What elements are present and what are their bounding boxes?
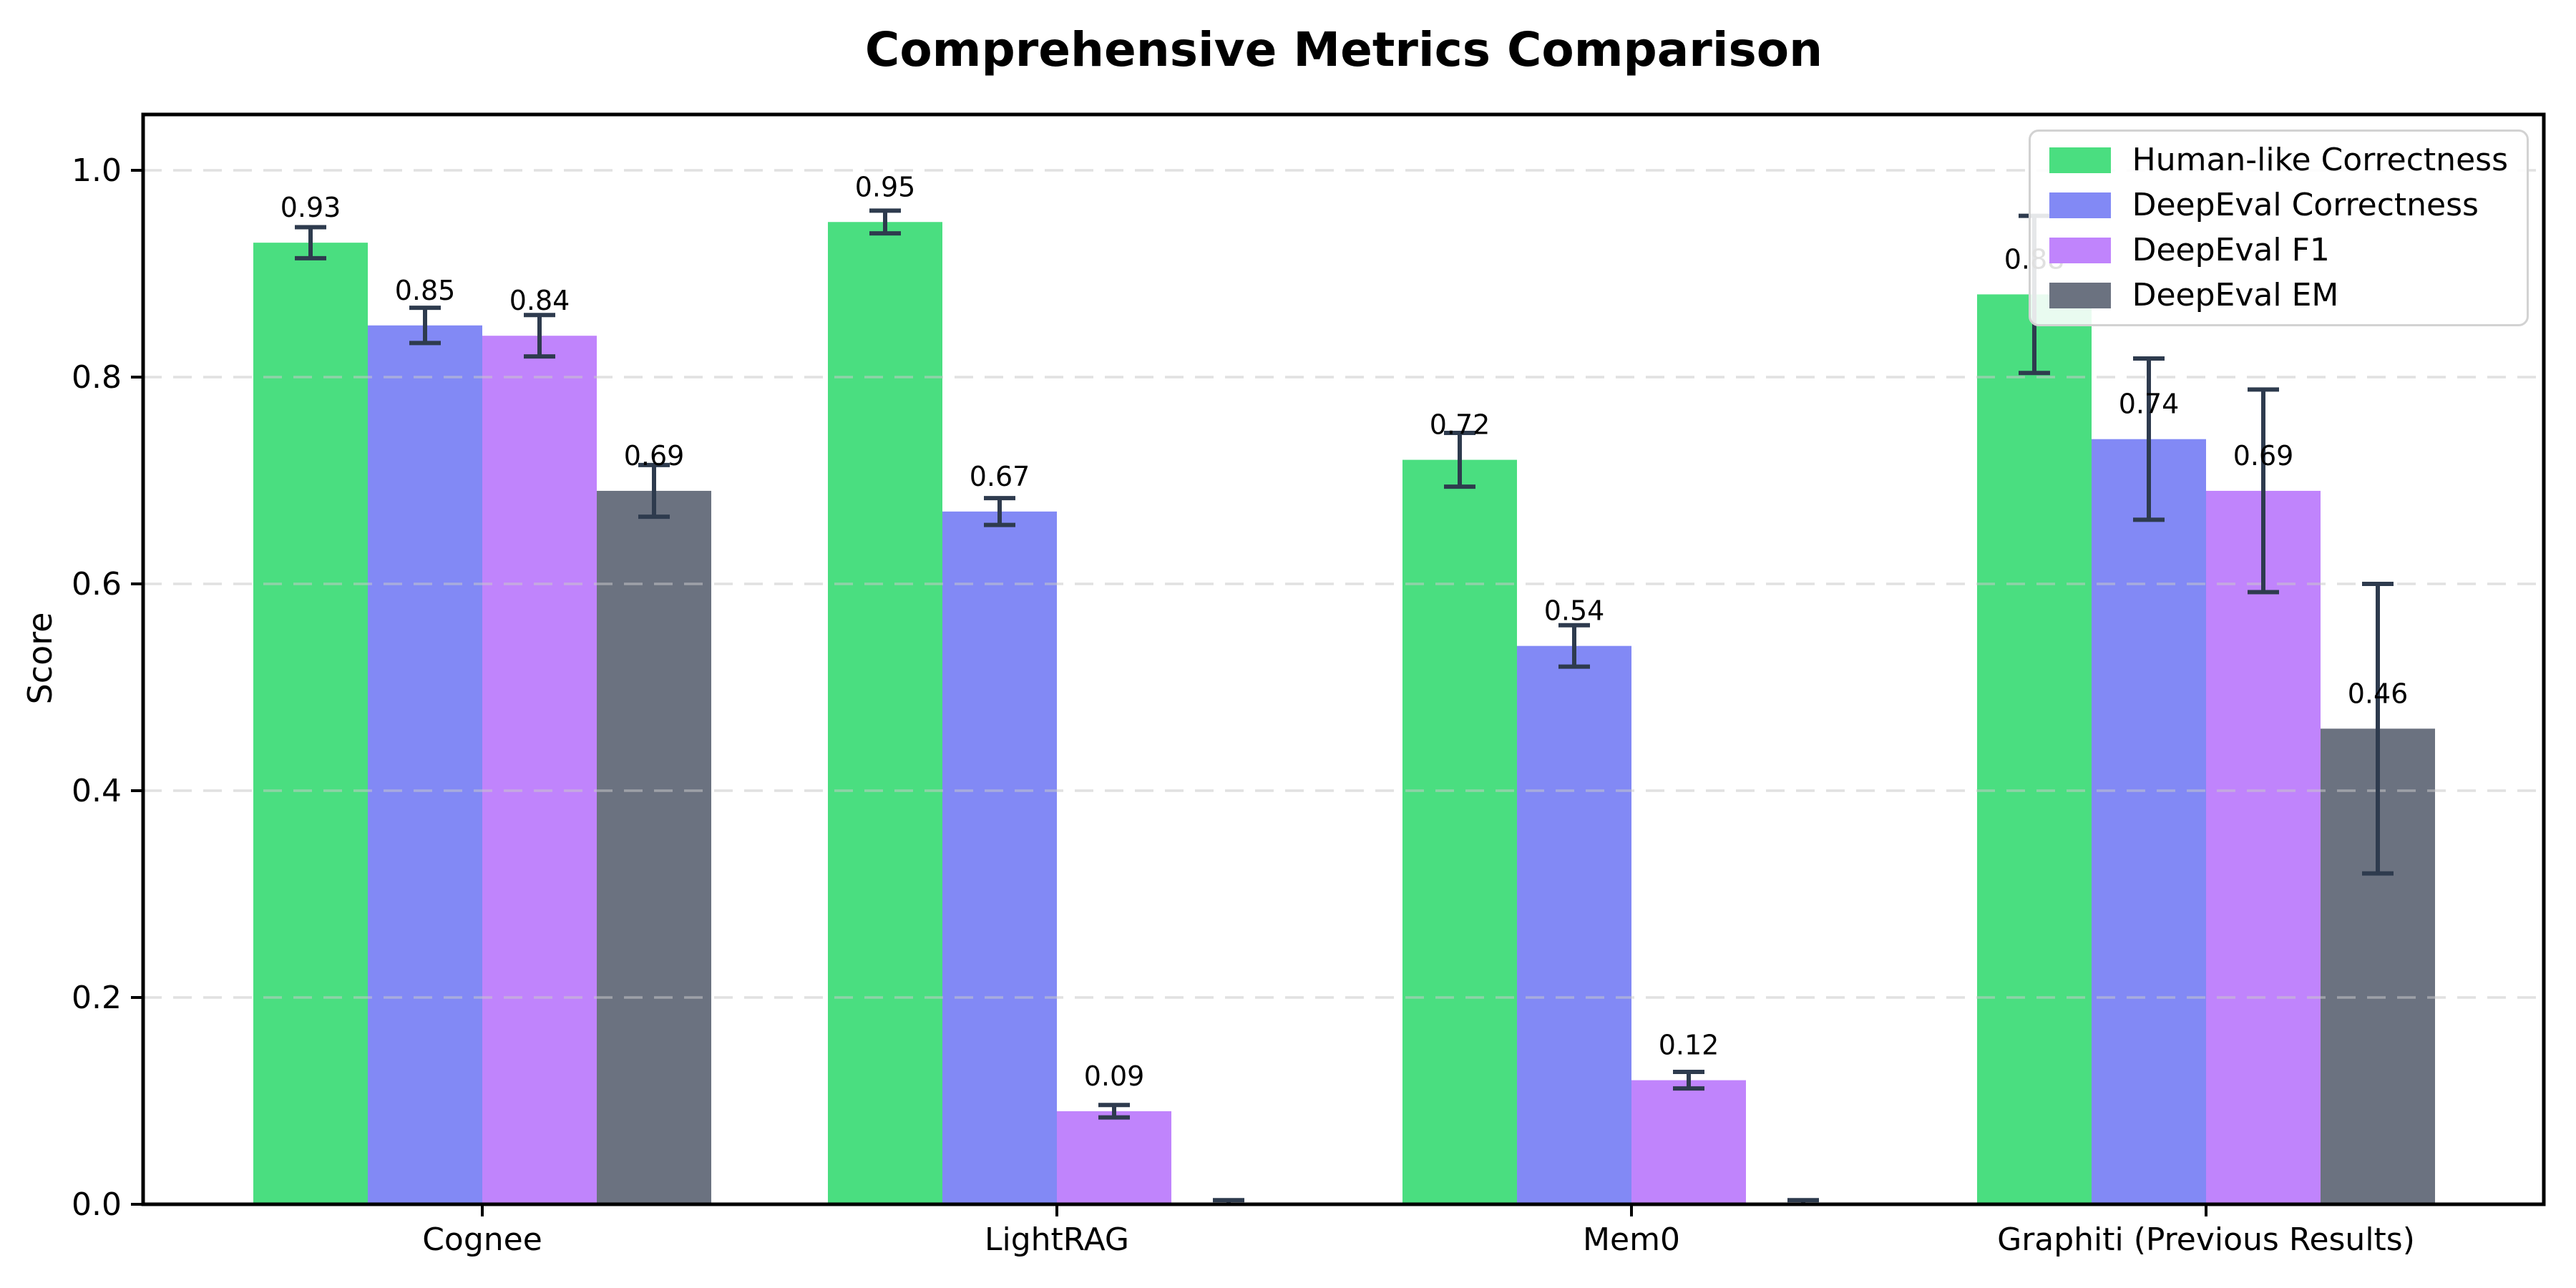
chart-title: Comprehensive Metrics Comparison	[864, 22, 1823, 77]
bar-1-3	[1402, 459, 1517, 1204]
value-label-2-1: 0.85	[395, 275, 456, 306]
y-tick-label-0.4: 0.4	[72, 773, 122, 809]
axes-frame	[141, 112, 2546, 1206]
legend-swatch-icon	[2049, 238, 2111, 263]
x-tick-label-3: Mem0	[1583, 1221, 1680, 1258]
y-tick-label-0.2: 0.2	[72, 980, 122, 1016]
legend-item-4: DeepEval EM	[2049, 277, 2508, 314]
value-label-3-2: 0.09	[1084, 1060, 1145, 1092]
bar-3-4	[2206, 490, 2321, 1204]
bar-4-1	[597, 490, 711, 1204]
legend-item-2: DeepEval Correctness	[2049, 187, 2508, 224]
value-label-2-3: 0.54	[1544, 595, 1605, 627]
legend-label: DeepEval F1	[2132, 232, 2330, 268]
legend-swatch-icon	[2049, 192, 2111, 218]
value-label-3-3: 0.12	[1659, 1030, 1719, 1061]
bar-1-1	[253, 243, 368, 1204]
value-label-2-4: 0.74	[2119, 389, 2180, 420]
bar-3-2	[1057, 1111, 1171, 1204]
x-tick-label-2: LightRAG	[985, 1221, 1129, 1258]
bar-1-2	[828, 222, 942, 1204]
value-label-1-3: 0.72	[1430, 409, 1491, 441]
legend-label: Human-like Correctness	[2132, 142, 2508, 178]
value-label-1-1: 0.93	[280, 192, 341, 223]
bar-2-2	[942, 511, 1057, 1204]
legend-swatch-icon	[2049, 283, 2111, 308]
legend-item-1: Human-like Correctness	[2049, 142, 2508, 179]
value-label-3-1: 0.84	[509, 285, 570, 316]
x-tick-label-4: Graphiti (Previous Results)	[1997, 1221, 2415, 1258]
bar-2-4	[2092, 439, 2206, 1205]
value-label-2-2: 0.67	[970, 461, 1030, 492]
bar-2-3	[1517, 645, 1631, 1204]
bar-3-1	[482, 336, 597, 1205]
value-label-1-2: 0.95	[855, 171, 916, 203]
y-tick-label-0.8: 0.8	[72, 359, 122, 396]
y-tick-label-0.6: 0.6	[72, 566, 122, 602]
y-tick-label-0: 0.0	[72, 1186, 122, 1223]
legend-swatch-icon	[2049, 147, 2111, 173]
value-label-4-4: 0.46	[2348, 678, 2409, 709]
x-tick-label-1: Cognee	[422, 1221, 542, 1258]
value-label-3-4: 0.69	[2233, 440, 2294, 472]
legend-label: DeepEval EM	[2132, 277, 2339, 313]
legend-label: DeepEval Correctness	[2132, 187, 2479, 223]
bar-3-3	[1631, 1080, 1746, 1204]
bar-2-1	[368, 325, 482, 1204]
y-tick-label-1: 1.0	[72, 152, 122, 189]
legend: Human-like Correctness DeepEval Correctne…	[2028, 130, 2529, 326]
legend-item-3: DeepEval F1	[2049, 232, 2508, 269]
value-label-4-1: 0.69	[624, 440, 685, 472]
bar-1-4	[1977, 294, 2092, 1204]
